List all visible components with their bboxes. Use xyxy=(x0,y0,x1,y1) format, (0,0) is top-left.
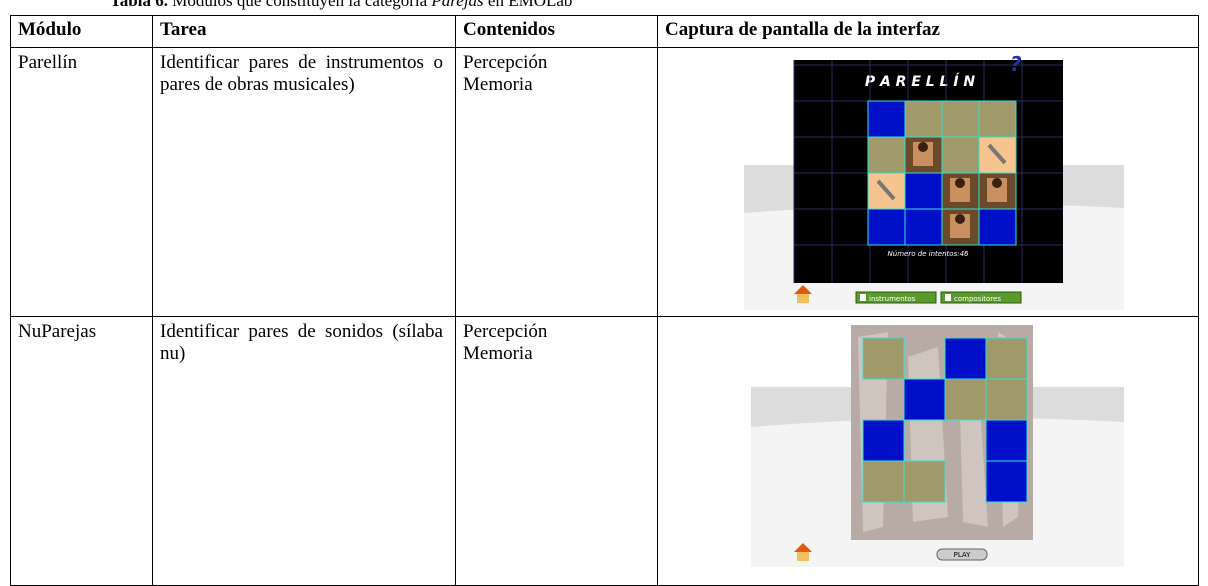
card xyxy=(944,378,987,421)
task-cell: Identificar pares de instrumentos o pare… xyxy=(152,47,456,317)
play-label: PLAY xyxy=(954,551,972,559)
screenshot-cell: PLAY xyxy=(657,316,1199,586)
card xyxy=(903,378,946,421)
card xyxy=(862,337,905,380)
card-icon xyxy=(987,143,1007,165)
page: {"caption": {"label": "Tabla 6.", "text"… xyxy=(10,0,1199,586)
card xyxy=(985,337,1028,380)
caption-emphasis: Parejas xyxy=(431,0,484,10)
game-title: P A R E L L Í N xyxy=(865,73,976,90)
checkbox[interactable] xyxy=(945,294,951,301)
caption-label: Tabla 6. xyxy=(110,0,168,10)
table-row: Parellín Identificar pares de instrument… xyxy=(10,47,1199,317)
card xyxy=(985,378,1028,421)
card xyxy=(985,460,1028,503)
card-photo-head xyxy=(955,178,965,188)
content-item: Memoria xyxy=(463,343,533,364)
option-button[interactable] xyxy=(940,291,1022,304)
content-item: Percepción xyxy=(463,321,548,342)
card xyxy=(985,419,1028,462)
header-cell: Contenidos xyxy=(455,15,658,48)
checkbox[interactable] xyxy=(860,294,866,301)
screenshot-cell: P A R E L L Í N ? Número de intentos:46 … xyxy=(657,47,1199,317)
option-label: compositores xyxy=(954,295,1001,303)
card-photo-head xyxy=(992,178,1002,188)
card xyxy=(904,172,943,210)
card xyxy=(978,208,1017,246)
modules-table: Módulo Tarea Contenidos Captura de panta… xyxy=(10,15,1199,586)
option-label: instrumentos xyxy=(869,295,916,303)
card xyxy=(867,208,906,246)
task-cell: Identificar pares de sonidos (sílaba nu) xyxy=(152,316,456,586)
background-texture xyxy=(858,332,1023,532)
home-icon[interactable] xyxy=(794,543,812,561)
content-item: Percepción xyxy=(463,52,548,73)
card xyxy=(904,208,943,246)
header-cell: Módulo xyxy=(10,15,153,48)
card-photo xyxy=(987,178,1007,202)
card xyxy=(904,100,943,138)
card xyxy=(867,100,906,138)
module-cell: NuParejas xyxy=(10,316,153,586)
card-photo xyxy=(950,214,970,238)
card-photo xyxy=(950,178,970,202)
card-icon xyxy=(876,179,896,201)
module-cell: Parellín xyxy=(10,47,153,317)
card xyxy=(903,460,946,503)
card-photo xyxy=(913,142,933,166)
card-photo-head xyxy=(955,214,965,224)
play-button[interactable] xyxy=(936,548,988,561)
table-caption: Tabla 6. Módulos que constituyen la cate… xyxy=(110,0,572,11)
card xyxy=(862,460,905,503)
card xyxy=(867,136,906,174)
header-row: Módulo Tarea Contenidos Captura de panta… xyxy=(10,15,1199,48)
contents-cell: Percepción Memoria xyxy=(455,47,658,317)
card xyxy=(978,100,1017,138)
screenshot: P A R E L L Í N ? Número de intentos:46 … xyxy=(744,52,1124,310)
header-cell: Captura de pantalla de la interfaz xyxy=(657,15,1199,48)
home-icon[interactable] xyxy=(794,285,812,303)
caption-text: Módulos que constituyen la categoría xyxy=(172,0,428,10)
caption-suffix: en EMOLab xyxy=(487,0,573,10)
card xyxy=(941,136,980,174)
attempts-text: Número de intentos:46 xyxy=(888,250,970,258)
content-item: Memoria xyxy=(463,74,533,95)
screenshot: PLAY xyxy=(751,325,1124,567)
card xyxy=(862,419,905,462)
contents-cell: Percepción Memoria xyxy=(455,316,658,586)
option-button[interactable] xyxy=(855,291,937,304)
help-icon[interactable]: ? xyxy=(1010,52,1022,76)
header-cell: Tarea xyxy=(152,15,456,48)
card-photo-head xyxy=(918,142,928,152)
table-row: NuParejas Identificar pares de sonidos (… xyxy=(10,316,1199,586)
card xyxy=(941,100,980,138)
card xyxy=(944,337,987,380)
